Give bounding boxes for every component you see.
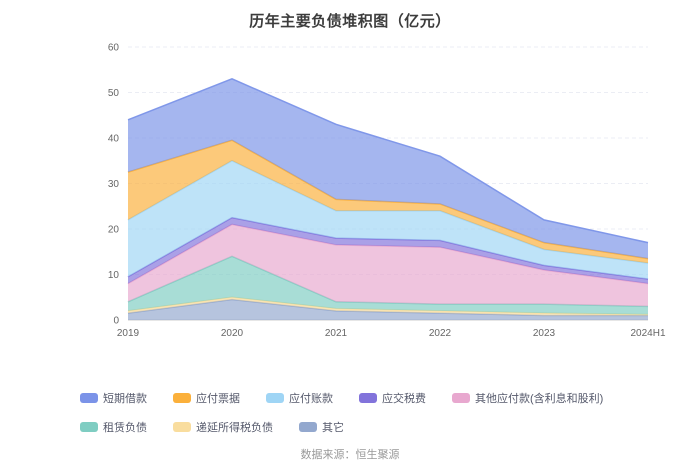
legend-label: 应付账款 bbox=[289, 393, 333, 405]
legend-item-lease-liabilities[interactable]: 租赁负债 bbox=[80, 419, 147, 435]
data-source: 数据来源：恒生聚源 bbox=[300, 449, 400, 461]
x-tick-label: 2019 bbox=[117, 328, 140, 339]
x-tick-label: 2021 bbox=[325, 328, 348, 339]
y-tick-label: 20 bbox=[108, 225, 120, 236]
legend-label: 递延所得税负债 bbox=[196, 422, 273, 434]
legend-item-accounts-payable[interactable]: 应付账款 bbox=[266, 390, 333, 406]
area-notes-payable[interactable] bbox=[128, 140, 648, 264]
legend-label: 应交税费 bbox=[382, 393, 426, 405]
y-tick-label: 60 bbox=[108, 43, 120, 54]
y-tick-label: 50 bbox=[108, 88, 120, 99]
legend-item-taxes-payable[interactable]: 应交税费 bbox=[359, 390, 426, 406]
y-tick-label: 10 bbox=[108, 270, 120, 281]
legend-swatch-taxes-payable bbox=[359, 393, 377, 403]
legend-label: 租赁负债 bbox=[103, 422, 147, 434]
stacked-area-chart: 0 10 20 30 40 50 60 2019 2020 2021 2022 2023 2024H1 bbox=[108, 43, 666, 340]
x-tick-label: 2024H1 bbox=[630, 328, 665, 339]
legend-swatch-others bbox=[299, 422, 317, 432]
legend-item-deferred-income-tax-liabilities[interactable]: 递延所得税负债 bbox=[173, 419, 273, 435]
legend-label: 短期借款 bbox=[103, 393, 147, 405]
y-tick-label: 40 bbox=[108, 134, 120, 145]
legend-swatch-deferred-income-tax-liabilities bbox=[173, 422, 191, 432]
legend-label: 其他应付款(含利息和股利) bbox=[475, 393, 604, 405]
area-line-notes-payable bbox=[127, 139, 649, 260]
legend-label: 其它 bbox=[322, 422, 344, 434]
x-tick-label: 2022 bbox=[429, 328, 452, 339]
legend-swatch-notes-payable bbox=[173, 393, 191, 403]
area-accounts-payable[interactable] bbox=[128, 160, 648, 280]
area-short-term-borrowings[interactable] bbox=[128, 78, 648, 259]
chart-title: 历年主要负债堆积图（亿元） bbox=[249, 13, 451, 30]
area-deferred-income-tax-liabilities[interactable] bbox=[128, 297, 648, 316]
legend-item-short-term-borrowings[interactable]: 短期借款 bbox=[80, 390, 147, 406]
legend-item-other-payables[interactable]: 其他应付款(含利息和股利) bbox=[452, 390, 603, 406]
legend-swatch-accounts-payable bbox=[266, 393, 284, 403]
x-tick-label: 2020 bbox=[221, 328, 244, 339]
area-lease-liabilities[interactable] bbox=[128, 256, 648, 315]
legend-swatch-short-term-borrowings bbox=[80, 393, 98, 403]
legend-swatch-lease-liabilities bbox=[80, 422, 98, 432]
area-line-short-term-borrowings bbox=[127, 78, 649, 244]
area-other-payables[interactable] bbox=[128, 224, 648, 307]
y-tick-label: 30 bbox=[108, 179, 120, 190]
legend-item-notes-payable[interactable]: 应付票据 bbox=[173, 390, 240, 406]
y-tick-label: 0 bbox=[113, 316, 119, 327]
legend-swatch-other-payables bbox=[452, 393, 470, 403]
legend-label: 应付票据 bbox=[196, 393, 240, 405]
legend: 短期借款 应付票据 应付账款 应交税费 其他应付款(含利息和股利) 租赁负债 递… bbox=[80, 390, 620, 435]
x-tick-label: 2023 bbox=[533, 328, 556, 339]
legend-item-others[interactable]: 其它 bbox=[299, 419, 344, 435]
